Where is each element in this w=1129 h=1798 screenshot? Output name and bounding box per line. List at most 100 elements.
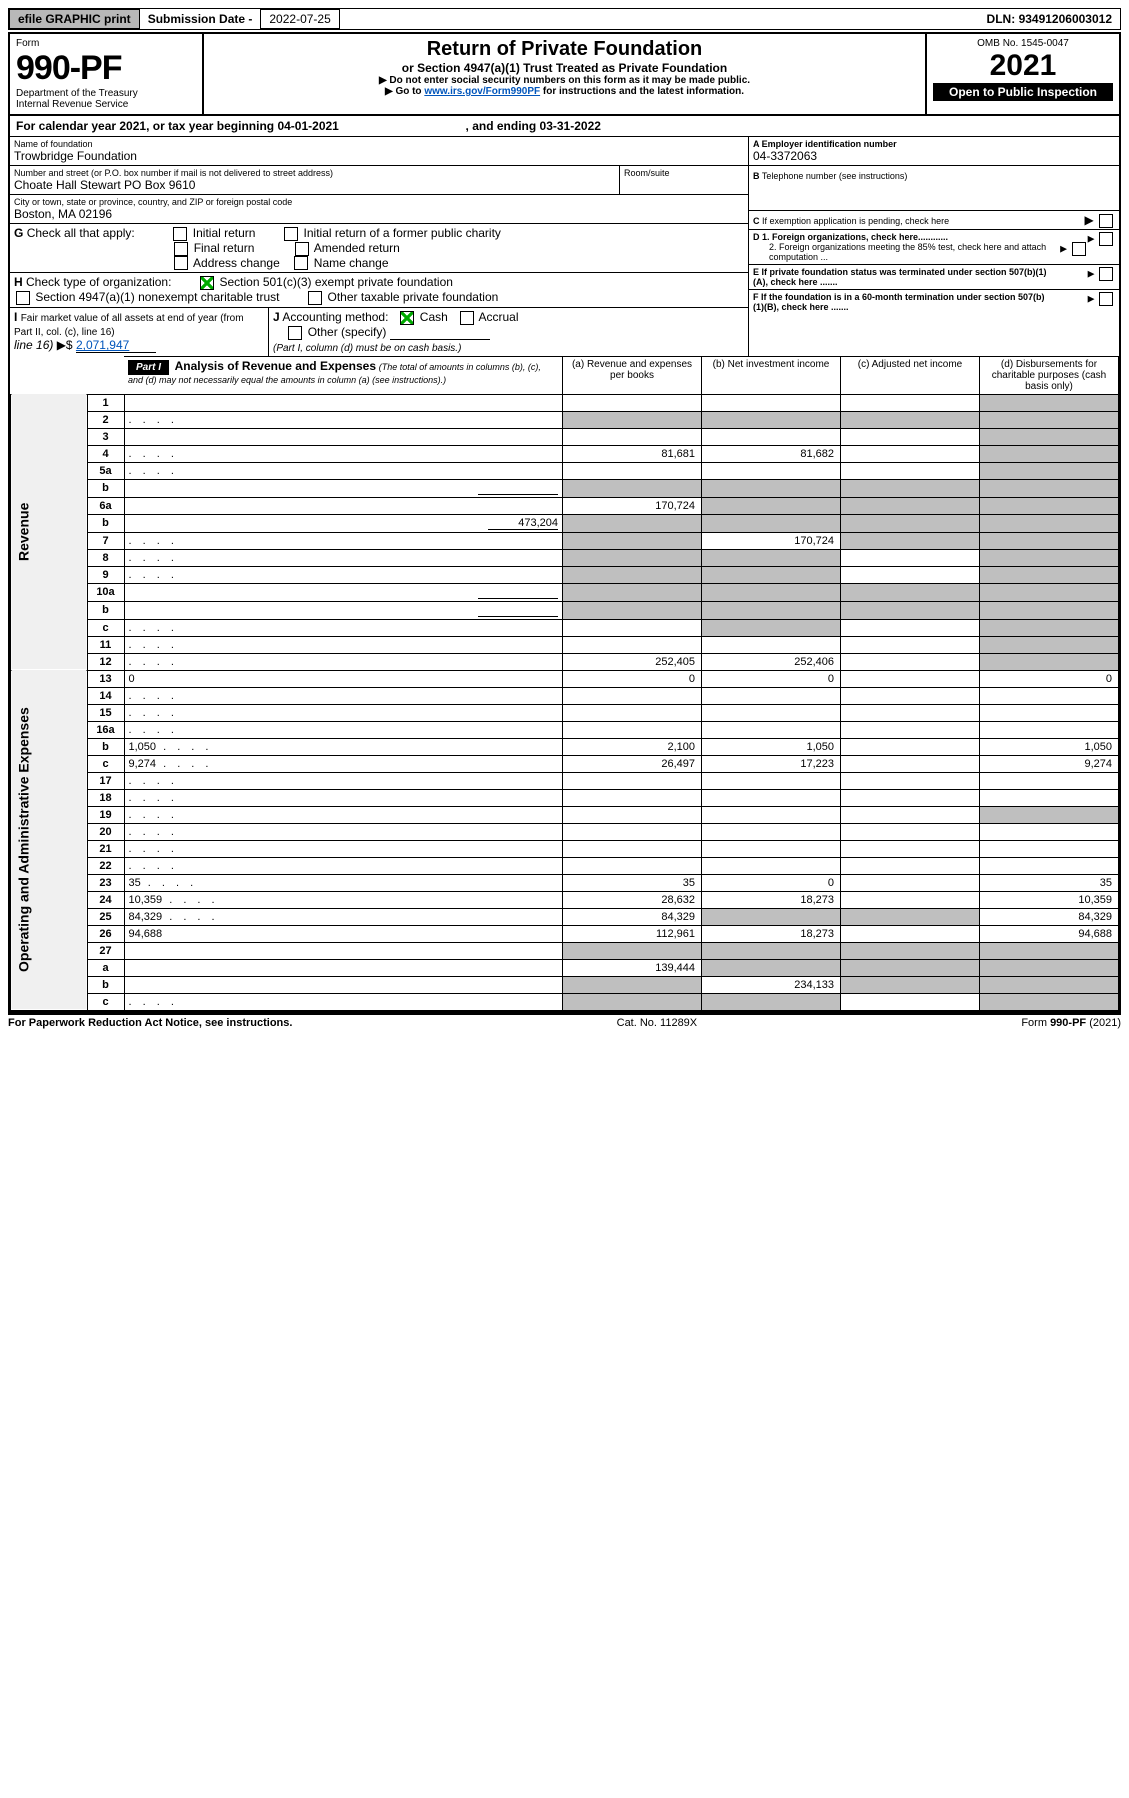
line-22: 22 . . . . <box>11 857 1119 874</box>
foundation-name-cell: Name of foundation Trowbridge Foundation <box>10 137 748 166</box>
line-10a: 10a <box>11 583 1119 601</box>
section-i: I Fair market value of all assets at end… <box>10 308 268 356</box>
col-c-header: (c) Adjusted net income <box>841 356 980 394</box>
line-14: 14 . . . . <box>11 687 1119 704</box>
checkbox-name-change[interactable] <box>294 256 308 270</box>
checkbox-60month[interactable] <box>1099 292 1113 306</box>
checkbox-501c3[interactable] <box>200 276 214 290</box>
form-title-box: Return of Private Foundation or Section … <box>204 34 925 114</box>
dept-treasury: Department of the Treasury <box>16 88 196 99</box>
line-a: a 139,444 <box>11 959 1119 976</box>
line-27: 27 <box>11 942 1119 959</box>
line-c: c . . . . <box>11 993 1119 1010</box>
form-url-link[interactable]: www.irs.gov/Form990PF <box>424 86 540 97</box>
section-f: F If the foundation is in a 60-month ter… <box>749 290 1119 314</box>
line-12: 12 . . . . 252,405 252,406 <box>11 653 1119 670</box>
city-cell: City or town, state or province, country… <box>10 195 748 224</box>
street-address: Choate Hall Stewart PO Box 9610 <box>14 178 615 192</box>
checkbox-foreign-org[interactable] <box>1099 232 1113 246</box>
checkbox-status-terminated[interactable] <box>1099 267 1113 281</box>
footer-left: For Paperwork Reduction Act Notice, see … <box>8 1017 292 1029</box>
main-title: Return of Private Foundation <box>210 38 919 61</box>
open-inspection-badge: Open to Public Inspection <box>933 83 1113 101</box>
phone-cell: B Telephone number (see instructions) <box>749 166 1119 211</box>
section-g: G Check all that apply: Initial return I… <box>10 224 748 273</box>
ein-cell: A Employer identification number 04-3372… <box>749 137 1119 166</box>
form-id-box: Form 990-PF Department of the Treasury I… <box>10 34 204 114</box>
sub-title: or Section 4947(a)(1) Trust Treated as P… <box>210 61 919 75</box>
checkbox-exemption-pending[interactable] <box>1099 214 1113 228</box>
calendar-year-row: For calendar year 2021, or tax year begi… <box>10 116 1119 137</box>
line-c: c . . . . <box>11 619 1119 636</box>
checkbox-other-taxable[interactable] <box>308 291 322 305</box>
year-box: OMB No. 1545-0047 2021 Open to Public In… <box>925 34 1119 114</box>
section-j: J Accounting method: Cash Accrual Other … <box>268 308 748 356</box>
submission-date-label: Submission Date - <box>148 12 253 26</box>
line-16a: 16a . . . . <box>11 721 1119 738</box>
section-c: C If exemption application is pending, c… <box>749 211 1119 230</box>
line-b: b 473,204 <box>11 514 1119 532</box>
line-25: 25 84,329 . . . . 84,329 84,329 <box>11 908 1119 925</box>
expenses-side-label: Operating and Administrative Expenses <box>11 670 88 1010</box>
footer-center: Cat. No. 11289X <box>617 1017 698 1029</box>
checkbox-cash[interactable] <box>400 311 414 325</box>
room-cell: Room/suite <box>619 166 748 194</box>
line-18: 18 . . . . <box>11 789 1119 806</box>
efile-print-button[interactable]: efile GRAPHIC print <box>9 9 140 29</box>
col-b-header: (b) Net investment income <box>702 356 841 394</box>
ein-value: 04-3372063 <box>753 149 1115 163</box>
checkbox-initial-return[interactable] <box>173 227 187 241</box>
checkbox-final-return[interactable] <box>174 242 188 256</box>
footer-right: Form 990-PF (2021) <box>1021 1017 1121 1029</box>
line-8: 8 . . . . <box>11 549 1119 566</box>
line-13: Operating and Administrative Expenses 13… <box>11 670 1119 687</box>
part1-table: Part I Analysis of Revenue and Expenses … <box>10 356 1119 1011</box>
fmv-value[interactable]: 2,071,947 <box>76 338 156 353</box>
line-2: 2 . . . . <box>11 411 1119 428</box>
col-d-header: (d) Disbursements for charitable purpose… <box>980 356 1119 394</box>
footer: For Paperwork Reduction Act Notice, see … <box>8 1013 1121 1029</box>
line-4: 4 . . . . 81,681 81,682 <box>11 445 1119 462</box>
section-h: H Check type of organization: Section 50… <box>10 273 748 308</box>
dln: DLN: 93491206003012 <box>979 10 1120 28</box>
line-6a: 6a 170,724 <box>11 497 1119 514</box>
section-d: D 1. Foreign organizations, check here..… <box>749 230 1119 265</box>
line-7: 7 . . . . 170,724 <box>11 532 1119 549</box>
submission-date-value: 2022-07-25 <box>260 9 339 29</box>
line-b: b <box>11 601 1119 619</box>
line-b: b 1,050 . . . . 2,100 1,050 1,050 <box>11 738 1119 755</box>
checkbox-other-method[interactable] <box>288 326 302 340</box>
line-9: 9 . . . . <box>11 566 1119 583</box>
revenue-side-label: Revenue <box>11 394 88 670</box>
line-b: b 234,133 <box>11 976 1119 993</box>
form-frame: Form 990-PF Department of the Treasury I… <box>8 32 1121 1013</box>
tax-year: 2021 <box>933 49 1113 83</box>
line-26: 26 94,688 112,961 18,273 94,688 <box>11 925 1119 942</box>
line-3: 3 <box>11 428 1119 445</box>
checkbox-initial-former[interactable] <box>284 227 298 241</box>
line-23: 23 35 . . . . 35 0 35 <box>11 874 1119 891</box>
foundation-name: Trowbridge Foundation <box>14 149 744 163</box>
goto-note: ▶ Go to www.irs.gov/Form990PF for instru… <box>210 86 919 97</box>
checkbox-amended-return[interactable] <box>295 242 309 256</box>
line-15: 15 . . . . <box>11 704 1119 721</box>
line-b: b <box>11 479 1119 497</box>
line-24: 24 10,359 . . . . 28,632 18,273 10,359 <box>11 891 1119 908</box>
checkbox-accrual[interactable] <box>460 311 474 325</box>
col-a-header: (a) Revenue and expenses per books <box>563 356 702 394</box>
form-number: 990-PF <box>16 49 196 88</box>
address-cell: Number and street (or P.O. box number if… <box>10 166 619 194</box>
line-19: 19 . . . . <box>11 806 1119 823</box>
ssn-note: ▶ Do not enter social security numbers o… <box>210 75 919 86</box>
line-1: Revenue 1 <box>11 394 1119 411</box>
header-bar: efile GRAPHIC print Submission Date - 20… <box>8 8 1121 30</box>
checkbox-4947a1[interactable] <box>16 291 30 305</box>
checkbox-85pct-test[interactable] <box>1072 242 1086 256</box>
line-5a: 5a . . . . <box>11 462 1119 479</box>
line-20: 20 . . . . <box>11 823 1119 840</box>
line-21: 21 . . . . <box>11 840 1119 857</box>
line-11: 11 . . . . <box>11 636 1119 653</box>
checkbox-address-change[interactable] <box>174 256 188 270</box>
omb-number: OMB No. 1545-0047 <box>933 38 1113 49</box>
city-state-zip: Boston, MA 02196 <box>14 207 744 221</box>
